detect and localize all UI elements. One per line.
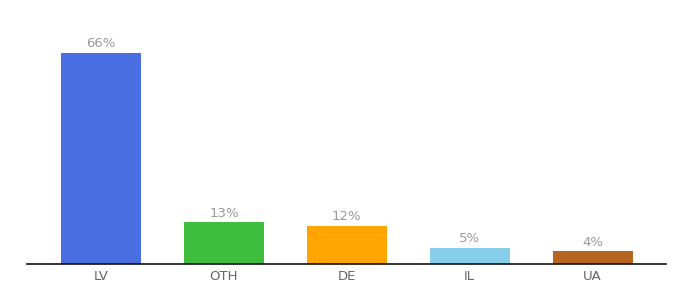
Bar — [61, 53, 141, 264]
Text: 12%: 12% — [332, 210, 362, 223]
Text: 13%: 13% — [209, 207, 239, 220]
Bar — [430, 248, 510, 264]
Bar — [184, 222, 264, 264]
Text: 5%: 5% — [459, 232, 480, 245]
Bar — [307, 226, 387, 264]
Text: 66%: 66% — [86, 38, 116, 50]
Text: 4%: 4% — [582, 236, 603, 249]
Bar — [553, 251, 632, 264]
